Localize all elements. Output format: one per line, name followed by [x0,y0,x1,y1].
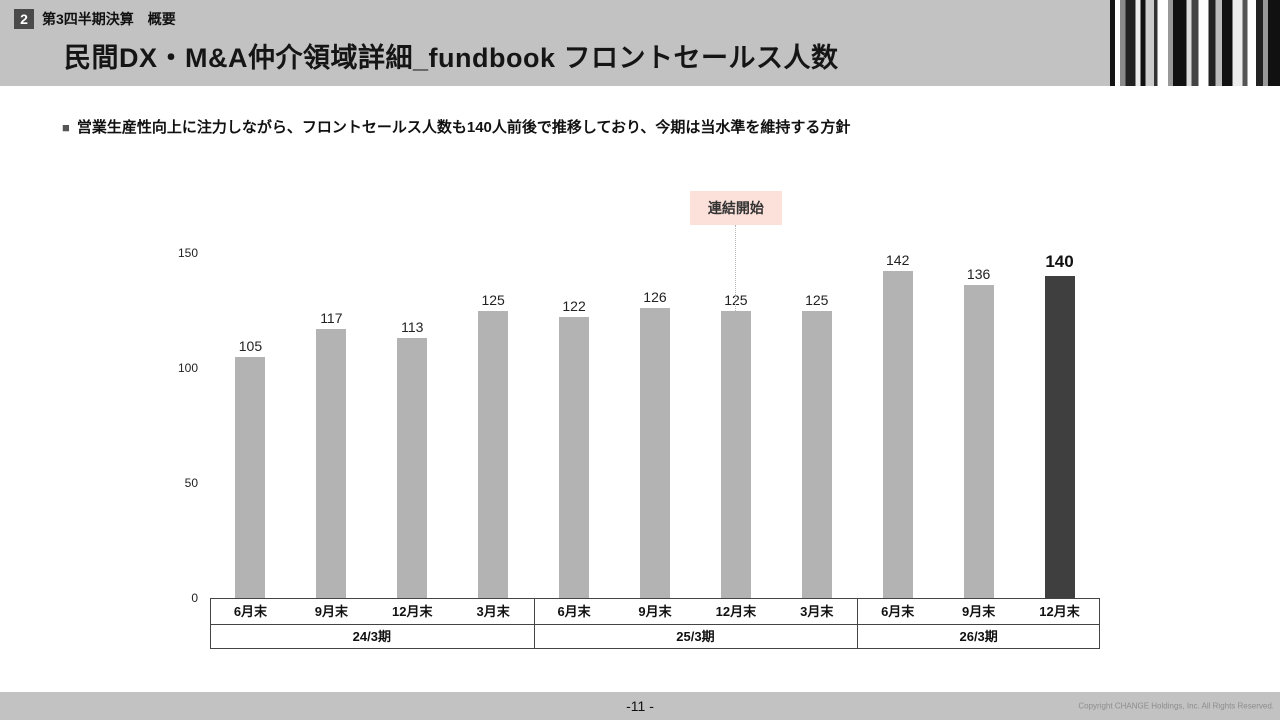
bar-cell: 122 [534,253,615,598]
period-label: 25/3期 [676,629,715,644]
x-tick-label: 12月末 [1039,604,1080,619]
bar-value-label: 140 [1045,252,1074,271]
summary-text: 営業生産性向上に注力しながら、フロントセールス人数も140人前後で推移しており、… [76,119,851,136]
x-tick-label: 9月末 [638,604,672,619]
bar [1044,276,1075,598]
bar-value-label: 122 [562,298,586,315]
bar-chart: 連結開始 0 50 100 150 105 117 113 125 122 126 125 125 1… [0,191,1280,653]
bar-cell: 126 [615,253,696,598]
y-axis: 0 50 100 150 [150,247,198,604]
x-tick-label: 12月末 [392,604,433,619]
bar-cell: 125 [453,253,534,598]
bar-value-label: 105 [238,337,263,354]
barcode-decoration [1110,0,1280,86]
bar-cell: 142 [857,253,938,598]
summary-bullet: ■ 営業生産性向上に注力しながら、フロントセールス人数も140人前後で推移してお… [62,116,1280,137]
bar-cell: 140 [1019,253,1100,598]
bar-value-label: 117 [320,309,343,326]
page-title: 民間DX・M&A仲介領域詳細_fundbook フロントセールス人数 [64,43,839,73]
y-tick-label: 150 [177,246,198,260]
annotation-label: 連結開始 [689,191,782,225]
group-divider-line [210,599,211,648]
group-divider-line [1099,599,1100,648]
x-axis-months: 6月末 9月末 12月末 3月末 6月末 9月末 12月末 3月末 6月末 9月末 12月末 [210,599,1100,625]
x-tick-label: 12月末 [715,604,757,619]
bar [720,310,751,598]
x-axis: 6月末 9月末 12月末 3月末 6月末 9月末 12月末 3月末 6月末 9月末 12月末 24/… [210,598,1100,649]
x-tick-label: 6月末 [557,604,591,619]
group-divider-line [533,599,535,648]
section-kicker: 第3四半期決算 概要 [42,11,176,27]
bar-cell: 105 [210,253,291,598]
bar-cell: 125 [776,253,857,598]
bar [235,356,266,598]
bar-value-label: 136 [966,266,991,283]
x-axis-periods: 24/3期 25/3期 26/3期 [210,625,1100,648]
y-tick-label: 100 [177,361,198,375]
bar [559,317,590,598]
page-number: -11 - [626,698,654,714]
period-label: 26/3期 [959,629,998,644]
bar-cell: 113 [372,253,453,598]
bar-cell: 136 [938,253,1019,598]
bar [639,308,670,598]
group-divider-line [857,599,859,648]
y-tick-label: 0 [191,591,198,605]
slide-footer: -11 - Copyright CHANGE Holdings, Inc. Al… [0,692,1280,720]
bar [882,271,913,598]
x-tick-label: 9月末 [961,604,996,619]
bar-value-label: 113 [401,319,424,336]
annotation-dotted-line [735,225,737,313]
bar-value-label: 125 [481,291,505,308]
slide-body: ■ 営業生産性向上に注力しながら、フロントセールス人数も140人前後で推移してお… [0,116,1280,653]
bar-value-label: 142 [886,252,910,269]
kicker-row: 2 第3四半期決算 概要 [14,9,1280,29]
bar [316,328,347,598]
x-tick-label: 3月末 [800,604,834,619]
period-label: 24/3期 [352,629,391,644]
bar [963,285,994,598]
bar-value-label: 126 [643,289,667,306]
slide-header: 2 第3四半期決算 概要 民間DX・M&A仲介領域詳細_fundbook フロン… [0,0,1280,86]
bar [801,310,832,598]
y-tick-label: 50 [184,476,198,490]
bullet-square-icon: ■ [62,120,70,135]
x-tick-label: 9月末 [314,604,348,619]
plot-area: 105 117 113 125 122 126 125 125 142 136 140 [210,253,1100,598]
x-tick-label: 6月末 [233,604,268,619]
bar [478,310,509,598]
x-tick-label: 3月末 [476,604,510,619]
copyright-text: Copyright CHANGE Holdings, Inc. All Righ… [1078,701,1274,711]
bar-value-label: 125 [805,291,829,308]
bar [397,338,428,598]
bar-cell: 117 [291,253,372,598]
bar-cell: 125 [695,253,776,598]
annotation-consolidation: 連結開始 [689,191,782,313]
x-tick-label: 6月末 [881,604,915,619]
section-number-badge: 2 [14,9,34,29]
